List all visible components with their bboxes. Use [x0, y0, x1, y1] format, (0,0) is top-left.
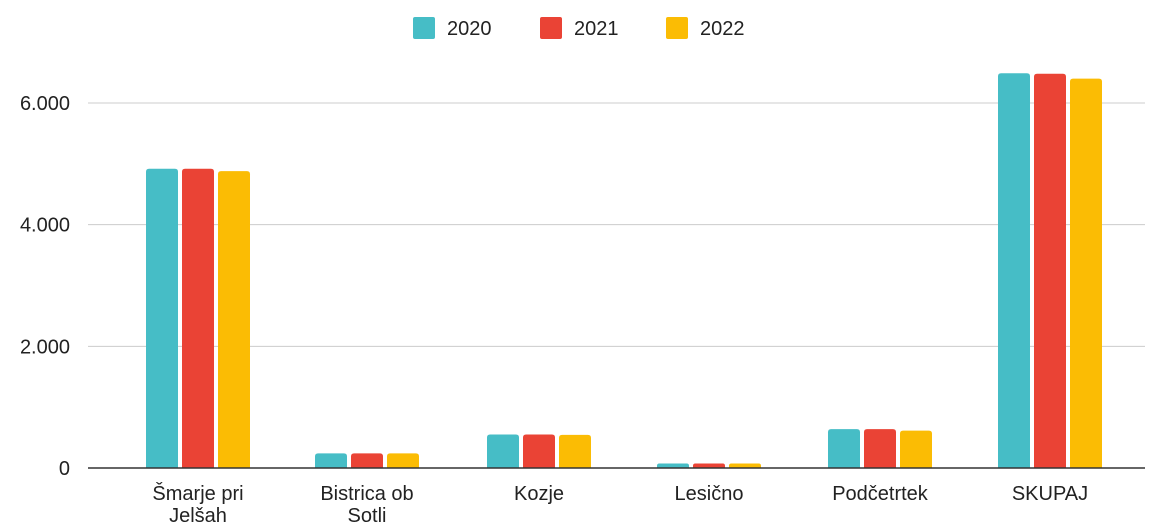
legend-swatch-2020: [413, 17, 435, 39]
bar-2022-5: [1070, 78, 1102, 469]
bar-2022-1: [387, 453, 419, 468]
bar-2021-1: [351, 453, 383, 468]
legend-swatch-2021: [540, 17, 562, 39]
bar-2022-2: [559, 434, 591, 468]
gridlines: [88, 102, 1145, 347]
x-axis-labels: Šmarje pri Jelšah Bistrica ob Sotli Kozje Les…: [152, 482, 1088, 527]
x-tick-label-line: Kozje: [514, 483, 564, 505]
x-tick-label: Šmarje pri Jelšah: [152, 482, 243, 527]
y-tick-label: 4.000: [20, 215, 70, 237]
x-tick-label: SKUPAJ: [1012, 483, 1088, 505]
bar-2022-4: [900, 430, 932, 468]
bar-2020-5: [998, 73, 1030, 469]
bar-2020-4: [828, 429, 860, 468]
bar-2020-0: [146, 168, 178, 468]
bar-2022-0: [218, 171, 250, 468]
x-tick-label-line: Bistrica ob: [320, 483, 413, 505]
y-tick-label: 6.000: [20, 93, 70, 115]
x-tick-label: Bistrica ob Sotli: [320, 483, 413, 527]
legend-label: 2021: [574, 18, 619, 40]
x-tick-label-line: Lesično: [675, 483, 744, 505]
bar-2021-2: [523, 434, 555, 468]
bar-2020-1: [315, 453, 347, 468]
x-tick-label: Kozje: [514, 483, 564, 505]
y-tick-label: 2.000: [20, 336, 70, 358]
bar-2021-4: [864, 429, 896, 468]
x-tick-label-line: SKUPAJ: [1012, 483, 1088, 505]
x-tick-label-line: Jelšah: [169, 505, 227, 527]
x-tick-label-line: Sotli: [348, 505, 387, 527]
bar-2020-3: [657, 463, 689, 468]
x-tick-label-line: Podčetrtek: [832, 483, 929, 505]
legend: 2020 2021 2022: [413, 17, 745, 40]
bar-2020-2: [487, 434, 519, 468]
legend-label: 2022: [700, 18, 745, 40]
y-axis-ticks: 0 2.000 4.000 6.000: [20, 93, 70, 480]
bars: [146, 73, 1102, 469]
x-tick-label: Lesično: [675, 483, 744, 505]
bar-2021-5: [1034, 73, 1066, 469]
bar-2021-3: [693, 463, 725, 468]
bar-2021-0: [182, 168, 214, 468]
bar-2022-3: [729, 463, 761, 468]
x-tick-label-line: Šmarje pri: [152, 482, 243, 505]
y-tick-label: 0: [59, 458, 70, 480]
x-tick-label: Podčetrtek: [832, 483, 929, 505]
legend-label: 2020: [447, 18, 492, 40]
legend-swatch-2022: [666, 17, 688, 39]
